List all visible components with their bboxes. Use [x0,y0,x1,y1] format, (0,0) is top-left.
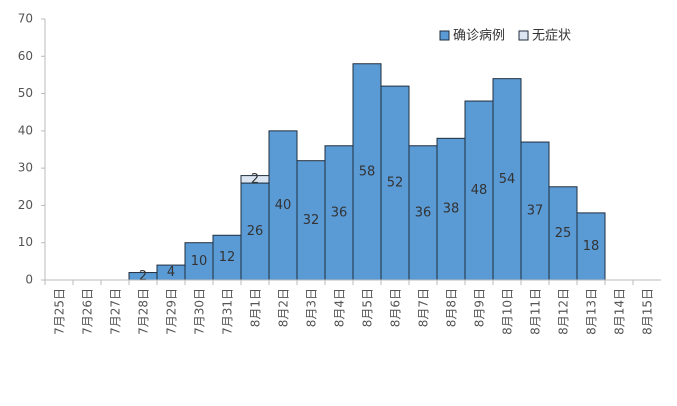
x-tick-label: 8月6日 [389,288,403,327]
x-tick-label: 8月15日 [641,288,655,335]
bar [492,78,522,281]
x-tick-label: 8月14日 [613,288,627,335]
bar [576,212,606,281]
bar [464,100,494,281]
y-tick-label: 30 [18,161,33,175]
x-tick-label: 8月7日 [417,288,431,327]
data-label: 18 [583,239,600,254]
x-tick-label: 8月9日 [473,288,487,327]
data-label: 37 [527,204,544,219]
x-tick-label: 7月30日 [193,288,207,335]
data-label: 10 [191,254,208,269]
data-label: 26 [247,224,264,239]
x-tick-label: 8月5日 [361,288,375,327]
data-label: 12 [219,250,236,265]
legend-swatch [439,30,450,41]
x-tick-label: 8月8日 [445,288,459,327]
x-tick-label: 8月4日 [333,288,347,327]
y-tick-label: 20 [18,198,33,212]
data-label: 2 [251,172,259,187]
data-label: 40 [275,198,292,213]
y-tick-label: 10 [18,235,33,249]
x-tick-label: 8月1日 [249,288,263,327]
bar [408,145,438,281]
x-tick-label: 7月25日 [53,288,67,335]
x-tick-label: 7月31日 [221,288,235,335]
x-tick-label: 8月11日 [529,288,543,335]
x-tick-label: 8月3日 [305,288,319,327]
y-tick-label: 70 [18,12,33,26]
x-tick-label: 8月2日 [277,288,291,327]
data-label: 48 [471,183,488,198]
data-label: 36 [415,205,432,220]
legend-label: 无症状 [532,29,571,44]
x-tick-label: 8月13日 [585,288,599,335]
x-tick-label: 8月12日 [557,288,571,335]
data-label: 36 [331,205,348,220]
bar [268,130,298,281]
bar [212,234,242,281]
data-label: 25 [555,226,572,241]
y-tick-label: 40 [18,123,33,137]
bar [520,141,550,281]
x-tick-label: 7月26日 [81,288,95,335]
legend-swatch [518,30,529,41]
data-label: 32 [303,213,320,228]
data-label: 4 [167,265,175,280]
x-tick-label: 7月29日 [165,288,179,335]
x-tick-label: 8月10日 [501,288,515,335]
legend-label: 确诊病例 [453,29,505,44]
x-tick-label: 7月27日 [109,288,123,335]
data-label: 38 [443,202,460,217]
bar [380,85,410,281]
y-tick-label: 60 [18,49,33,63]
bar [352,63,382,281]
data-label: 54 [499,172,516,187]
data-label: 52 [387,176,404,191]
data-label: 58 [359,164,376,179]
bar [548,186,578,281]
x-tick-label: 7月28日 [137,288,151,335]
data-label: 2 [139,269,147,284]
y-tick-label: 50 [18,86,33,100]
y-tick-label: 0 [25,273,33,287]
